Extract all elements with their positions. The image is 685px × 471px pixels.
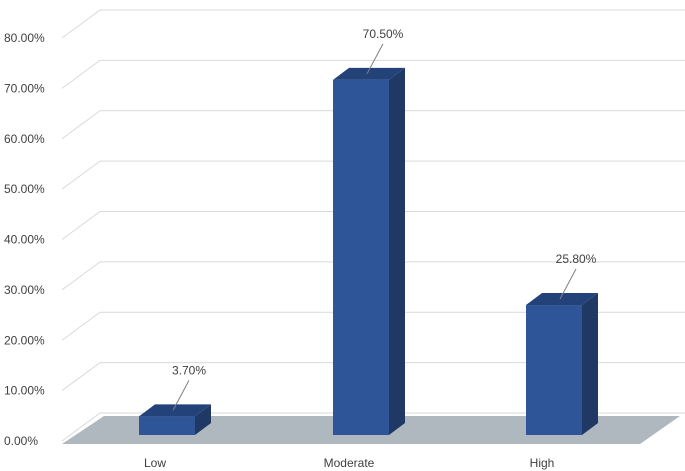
bar-front-1 [333, 79, 389, 435]
gridline-diag-2 [61, 311, 101, 341]
leader-line-2 [559, 268, 577, 300]
gridline-diag-8 [61, 9, 101, 39]
x-category-label-0: Low [144, 456, 166, 470]
gridline-diag-1 [61, 362, 101, 392]
y-tick-label-6: 60.00% [4, 132, 45, 146]
y-tick-label-5: 50.00% [4, 182, 45, 196]
bar-side-0 [195, 404, 211, 435]
bar-top-2 [526, 293, 598, 306]
y-tick-label-4: 40.00% [4, 233, 45, 247]
x-category-label-2: High [530, 456, 555, 470]
data-label-2: 25.80% [556, 252, 597, 266]
y-tick-label-3: 30.00% [4, 283, 45, 297]
bar-top-0 [139, 404, 211, 417]
leader-line-1 [366, 43, 384, 75]
y-tick-label-0: 0.00% [4, 434, 38, 448]
gridline-diag-4 [61, 211, 101, 240]
gridline-diag-7 [61, 59, 101, 89]
leader-line-0 [172, 380, 190, 411]
bar-front-2 [526, 305, 582, 435]
bar-moderate: 70.50% [333, 27, 405, 435]
bar-top-1 [333, 67, 405, 80]
y-tick-label-7: 70.00% [4, 81, 45, 95]
bars: 3.70% 70.50% 25.80% [139, 27, 598, 435]
x-category-label-1: Moderate [324, 456, 375, 470]
data-label-0: 3.70% [172, 363, 206, 377]
gridline-diag-3 [61, 261, 101, 291]
bar-high: 25.80% [526, 252, 598, 435]
bar-side-2 [582, 293, 598, 435]
gridline-diag-0 [61, 412, 101, 442]
y-tick-label-8: 80.00% [4, 31, 45, 45]
gridline-diag-5 [61, 160, 101, 190]
bar-side-1 [389, 67, 405, 435]
data-label-1: 70.50% [363, 27, 404, 41]
bar-low: 3.70% [139, 363, 211, 435]
x-axis-categories: Low Moderate High [144, 456, 554, 470]
y-tick-label-2: 20.00% [4, 333, 45, 347]
y-axis-ticks: 0.00% 10.00% 20.00% 30.00% 40.00% 50.00% 60.00… [4, 31, 45, 448]
gridline-diag-6 [61, 110, 101, 140]
y-tick-label-1: 10.00% [4, 384, 45, 398]
bar-front-0 [139, 416, 195, 435]
